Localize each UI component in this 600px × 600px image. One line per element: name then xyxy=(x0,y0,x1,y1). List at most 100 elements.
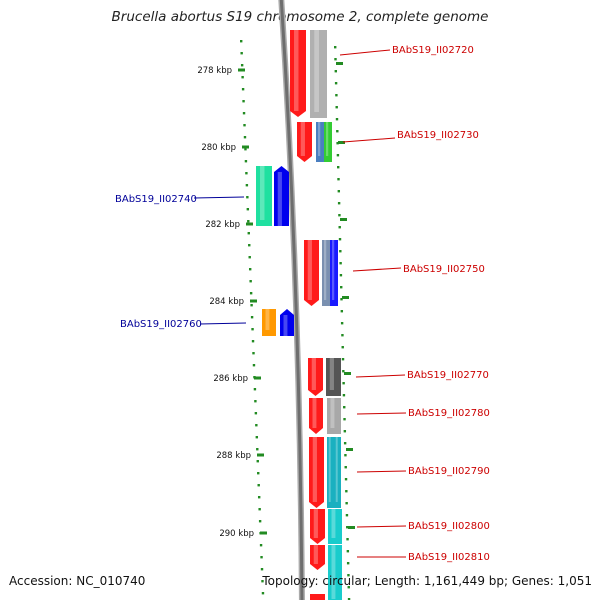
major-tick xyxy=(238,68,245,72)
gene-block-babs19-ii02740-shine xyxy=(277,172,282,226)
axis-dot xyxy=(252,364,256,367)
track-dot xyxy=(340,310,344,313)
axis-dot xyxy=(250,304,253,307)
axis-dot xyxy=(249,280,252,283)
track-dot xyxy=(344,454,347,457)
gene-block-babs19-ii02740 xyxy=(256,166,272,226)
axis-dot xyxy=(245,172,248,175)
track-dot xyxy=(335,118,339,121)
axis-dot xyxy=(257,472,260,475)
track-tick xyxy=(344,372,351,375)
track-dot xyxy=(343,418,346,421)
gene-block-babs19-ii02780-shine xyxy=(312,398,317,428)
gene-block-babs19-ii02760 xyxy=(262,309,276,336)
axis-dot xyxy=(248,268,252,271)
track-dot xyxy=(335,106,338,109)
axis-dot xyxy=(254,412,258,415)
track-dot xyxy=(337,178,340,181)
track-dot xyxy=(338,226,341,229)
track-tick xyxy=(348,526,355,529)
axis-dot xyxy=(260,568,264,571)
track-dot xyxy=(345,502,348,505)
axis-dot xyxy=(248,244,251,247)
gene-label-babs19-ii02730: BAbS19_II02730 xyxy=(397,130,479,141)
gene-label-babs19-ii02750: BAbS19_II02750 xyxy=(403,264,485,275)
track-dot xyxy=(336,142,339,145)
track-tick xyxy=(346,448,353,451)
track-dot xyxy=(346,526,349,529)
track-dot xyxy=(340,286,343,289)
major-tick xyxy=(246,222,253,226)
gene-block-babs19-ii02780 xyxy=(309,398,323,434)
gene-label-babs19-ii02760: BAbS19_II02760 xyxy=(120,319,202,330)
backbone-line xyxy=(279,0,304,600)
track-dot xyxy=(338,238,342,241)
map-title: Brucella abortus S19 chromosome 2, compl… xyxy=(111,9,489,25)
track-dot xyxy=(339,274,343,277)
axis-dot xyxy=(240,52,243,55)
axis-dot xyxy=(256,460,259,463)
gene-block-babs19-ii02730 xyxy=(297,122,312,162)
gene-block-babs19-ii02790-shine xyxy=(328,437,331,502)
track-dot xyxy=(334,46,337,49)
track-dot xyxy=(337,166,340,169)
axis-dot xyxy=(244,148,247,151)
gene-block-babs19-ii02770-shine xyxy=(311,358,316,390)
track-dot xyxy=(334,58,337,61)
gene-label-babs19-ii02720: BAbS19_II02720 xyxy=(392,45,474,56)
leader-line-babs19-ii02770 xyxy=(355,374,406,378)
track-dot xyxy=(347,598,351,600)
gene-block-babs19-ii02810-shine xyxy=(313,545,318,564)
gene-block-babs19-ii02800-shine xyxy=(331,509,336,538)
gene-block-babs19-ii02740-shine xyxy=(260,166,265,220)
axis-dot xyxy=(258,508,261,511)
gene-label-babs19-ii02810: BAbS19_II02810 xyxy=(408,552,490,563)
gene-label-babs19-ii02790: BAbS19_II02790 xyxy=(408,466,490,477)
leader-line-babs19-ii02740 xyxy=(193,196,245,199)
axis-dot xyxy=(258,520,262,523)
leader-line-babs19-ii02800 xyxy=(356,525,407,528)
tick-label: 278 kbp xyxy=(197,66,232,76)
track-dot xyxy=(336,154,340,157)
axis-dot xyxy=(241,88,245,91)
track-dot xyxy=(340,298,343,301)
axis-dot xyxy=(261,592,265,595)
track-dot xyxy=(347,574,350,577)
track-tick xyxy=(340,218,347,221)
leader-line-babs19-ii02750 xyxy=(352,267,402,272)
tick-label: 280 kbp xyxy=(201,143,236,153)
track-dot xyxy=(342,382,345,385)
accession-text: Accession: NC_010740 xyxy=(9,574,146,588)
axis-dot xyxy=(242,100,245,103)
leader-line-babs19-ii02780 xyxy=(356,412,407,415)
axis-dot xyxy=(247,220,250,223)
axis-dot xyxy=(260,556,263,559)
leader-line-babs19-ii02790 xyxy=(356,470,407,473)
major-tick xyxy=(260,531,267,535)
gene-block-babs19-ii02790 xyxy=(334,437,341,508)
track-dot xyxy=(339,250,342,253)
track-dot xyxy=(337,190,341,193)
gene-block-babs19-ii02790-shine xyxy=(335,437,338,502)
axis-dot xyxy=(252,352,255,355)
leader-line-babs19-ii02720 xyxy=(339,49,391,56)
gene-block-babs19-ii02750 xyxy=(322,240,330,306)
gene-block-babs19-ii02740 xyxy=(274,166,289,226)
gene-block-babs19-ii02720-shine xyxy=(314,30,320,112)
gene-block-babs19-ii02810 xyxy=(310,545,325,570)
axis-dot xyxy=(248,256,251,259)
track-tick xyxy=(336,62,343,65)
axis-dot xyxy=(257,496,261,499)
gene-block-babs19-ii02810 xyxy=(328,545,342,600)
axis-dot xyxy=(253,388,257,391)
track-dot xyxy=(343,406,346,409)
gene-block-babs19-ii02750 xyxy=(304,240,319,306)
gene-block-babs19-ii02800 xyxy=(310,509,325,544)
axis-dot xyxy=(247,232,250,235)
gene-block-babs19-ii02730-shine xyxy=(318,122,321,156)
gene-block-babs19-ii02760-shine xyxy=(265,309,270,330)
track-dot xyxy=(345,490,348,493)
gene-block-babs19-ii02810-shine xyxy=(331,545,336,599)
